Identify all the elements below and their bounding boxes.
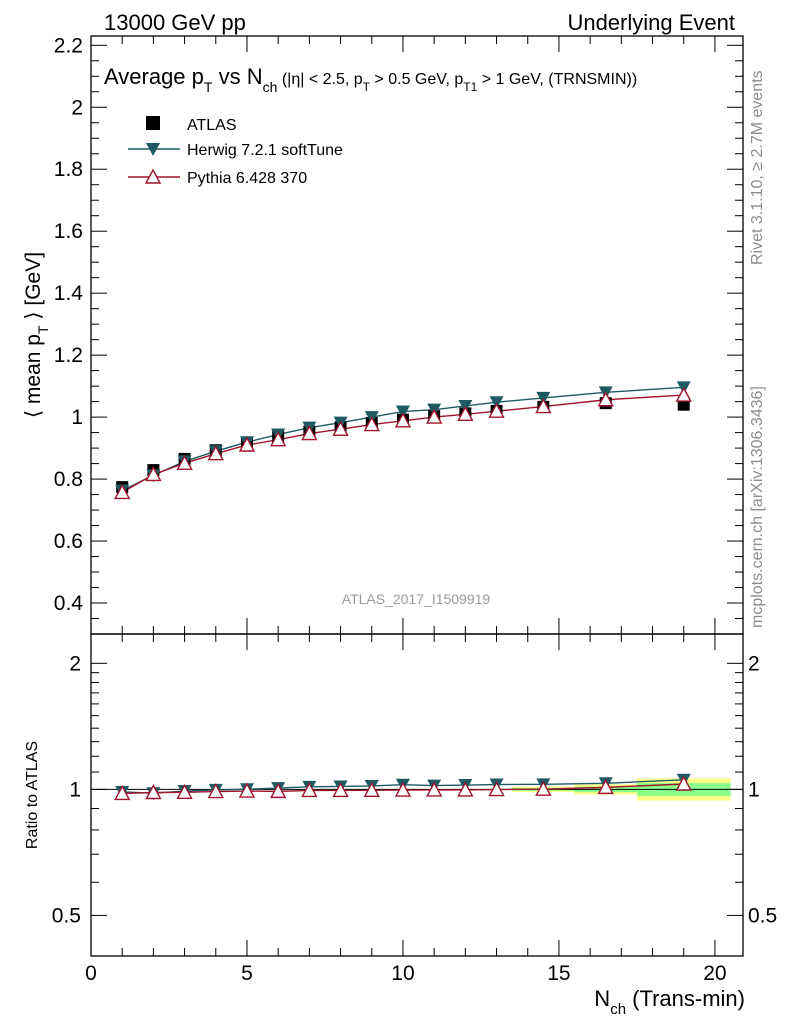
analysis-label: ATLAS_2017_I1509919	[342, 591, 491, 607]
ratio-pythia-point	[597, 778, 614, 795]
ratio-pythia-point	[363, 781, 380, 797]
ratio-pythia-point	[207, 783, 224, 799]
ratio-x-tick-label: 0	[85, 962, 97, 985]
legend-atlas-label: ATLAS	[187, 117, 237, 134]
main-pythia-point	[363, 416, 380, 432]
main-y-tick-label: 1.4	[54, 282, 84, 305]
ratio-pythia-point	[332, 781, 349, 798]
rivet-version-label: Rivet 3.1.10, ≥ 2.7M events	[749, 70, 766, 265]
ratio-pythia-line	[122, 783, 684, 795]
main-pythia-line	[121, 394, 684, 494]
main-pythia-point	[332, 420, 349, 436]
ratio-y-tick-label-right: 1	[748, 778, 760, 801]
main-pythia-point	[207, 445, 224, 461]
main-pythia-point	[597, 391, 614, 407]
ratio-pythia-point	[114, 784, 131, 801]
ratio-pythia-point	[488, 781, 505, 797]
ratio-pythia-point	[675, 775, 692, 791]
main-pythia-point	[238, 436, 256, 452]
main-y-label: ⟨ mean pT ⟩ [GeV]	[22, 252, 51, 418]
ratio-pythia-point	[535, 780, 552, 796]
main-x-axis	[90, 36, 716, 634]
ratio-pythia-point	[301, 781, 318, 798]
main-y-tick-label: 2	[71, 96, 83, 119]
main-herwig-point	[395, 405, 410, 419]
ratio-y-label: Ratio to ATLAS	[24, 741, 41, 849]
ratio-y-tick-label-right: 0.5	[748, 904, 777, 927]
ratio-y-tick-label: 0.5	[52, 904, 81, 927]
main-pythia-point	[114, 483, 131, 500]
main-y-tick-label: 0.4	[54, 592, 84, 615]
ratio-x-tick-label: 10	[391, 962, 414, 985]
main-y-tick-label: 0.8	[54, 468, 83, 491]
legend: ATLAS Herwig 7.2.1 softTune Pythia 6.428…	[128, 116, 343, 187]
ratio-panel: 0.5 0.5 1 1 2 2 0 5 10 15 20 Ratio to ATLAS Nch (…	[24, 633, 777, 1018]
ratio-y-tick-label: 1	[69, 778, 81, 801]
legend-herwig-label: Herwig 7.2.1 softTune	[187, 142, 343, 159]
ratio-y-axis: 0.5 0.5 1 1 2 2	[52, 652, 777, 927]
main-pythia-point	[176, 454, 193, 470]
legend-pythia-marker	[144, 168, 162, 184]
ratio-pythia-point	[457, 781, 474, 797]
ratio-pythia-point	[238, 782, 256, 798]
ratio-x-tick-label: 15	[547, 962, 570, 985]
ratio-pythia-point	[176, 783, 193, 800]
main-panel: 0.4 0.6 0.8 1 1.2 1.4 1.6 1.8 2 2.2 Average pT vs…	[22, 34, 744, 635]
plot-title: Average pT vs Nch (|η| < 2.5, pT > 0.5 G…	[104, 64, 637, 95]
legend-herwig-marker	[146, 143, 160, 156]
main-pythia-point	[457, 405, 474, 422]
ratio-y-tick-label: 2	[69, 652, 81, 675]
main-y-tick-label: 1.6	[54, 220, 83, 243]
main-pythia-point	[145, 465, 162, 482]
main-y-tick-label: 2.2	[54, 34, 83, 57]
legend-atlas-marker	[146, 116, 160, 130]
main-pythia-point	[535, 398, 552, 414]
main-series-layer	[114, 381, 692, 500]
main-y-tick-label: 1.2	[54, 344, 83, 367]
main-y-tick-label: 0.6	[54, 530, 83, 553]
ratio-pythia-point	[425, 781, 443, 797]
ratio-y-tick-label-right: 2	[748, 652, 760, 675]
ratio-series-layer	[114, 773, 692, 801]
ratio-herwig-line	[122, 779, 684, 794]
ratio-x-tick-label: 20	[703, 962, 726, 985]
header-left: 13000 GeV pp	[104, 10, 246, 35]
ratio-x-tick-label: 5	[241, 962, 253, 985]
legend-pythia-label: Pythia 6.428 370	[187, 170, 307, 187]
ratio-pythia-point	[270, 782, 287, 799]
main-y-tick-label: 1.8	[54, 158, 83, 181]
ratio-pythia-point	[145, 784, 162, 800]
ratio-x-axis: 0 5 10 15 20	[85, 634, 727, 985]
main-pythia-point	[675, 386, 692, 402]
main-herwig-line	[121, 386, 684, 492]
main-pythia-point	[488, 402, 505, 418]
main-pythia-point	[394, 412, 412, 428]
main-pythia-point	[301, 425, 318, 441]
main-pythia-point	[270, 431, 287, 447]
x-axis-label: Nch (Trans-min)	[594, 986, 745, 1018]
main-herwig-point	[489, 396, 504, 410]
mcplots-label: mcplots.cern.ch [arXiv:1306.3436]	[749, 386, 766, 628]
main-y-axis: 0.4 0.6 0.8 1 1.2 1.4 1.6 1.8 2 2.2	[54, 34, 743, 635]
main-pythia-point	[425, 408, 443, 424]
ratio-frame	[90, 633, 744, 957]
ratio-pythia-point	[394, 781, 412, 797]
header-right: Underlying Event	[567, 10, 735, 35]
main-y-tick-label: 1	[71, 406, 83, 429]
